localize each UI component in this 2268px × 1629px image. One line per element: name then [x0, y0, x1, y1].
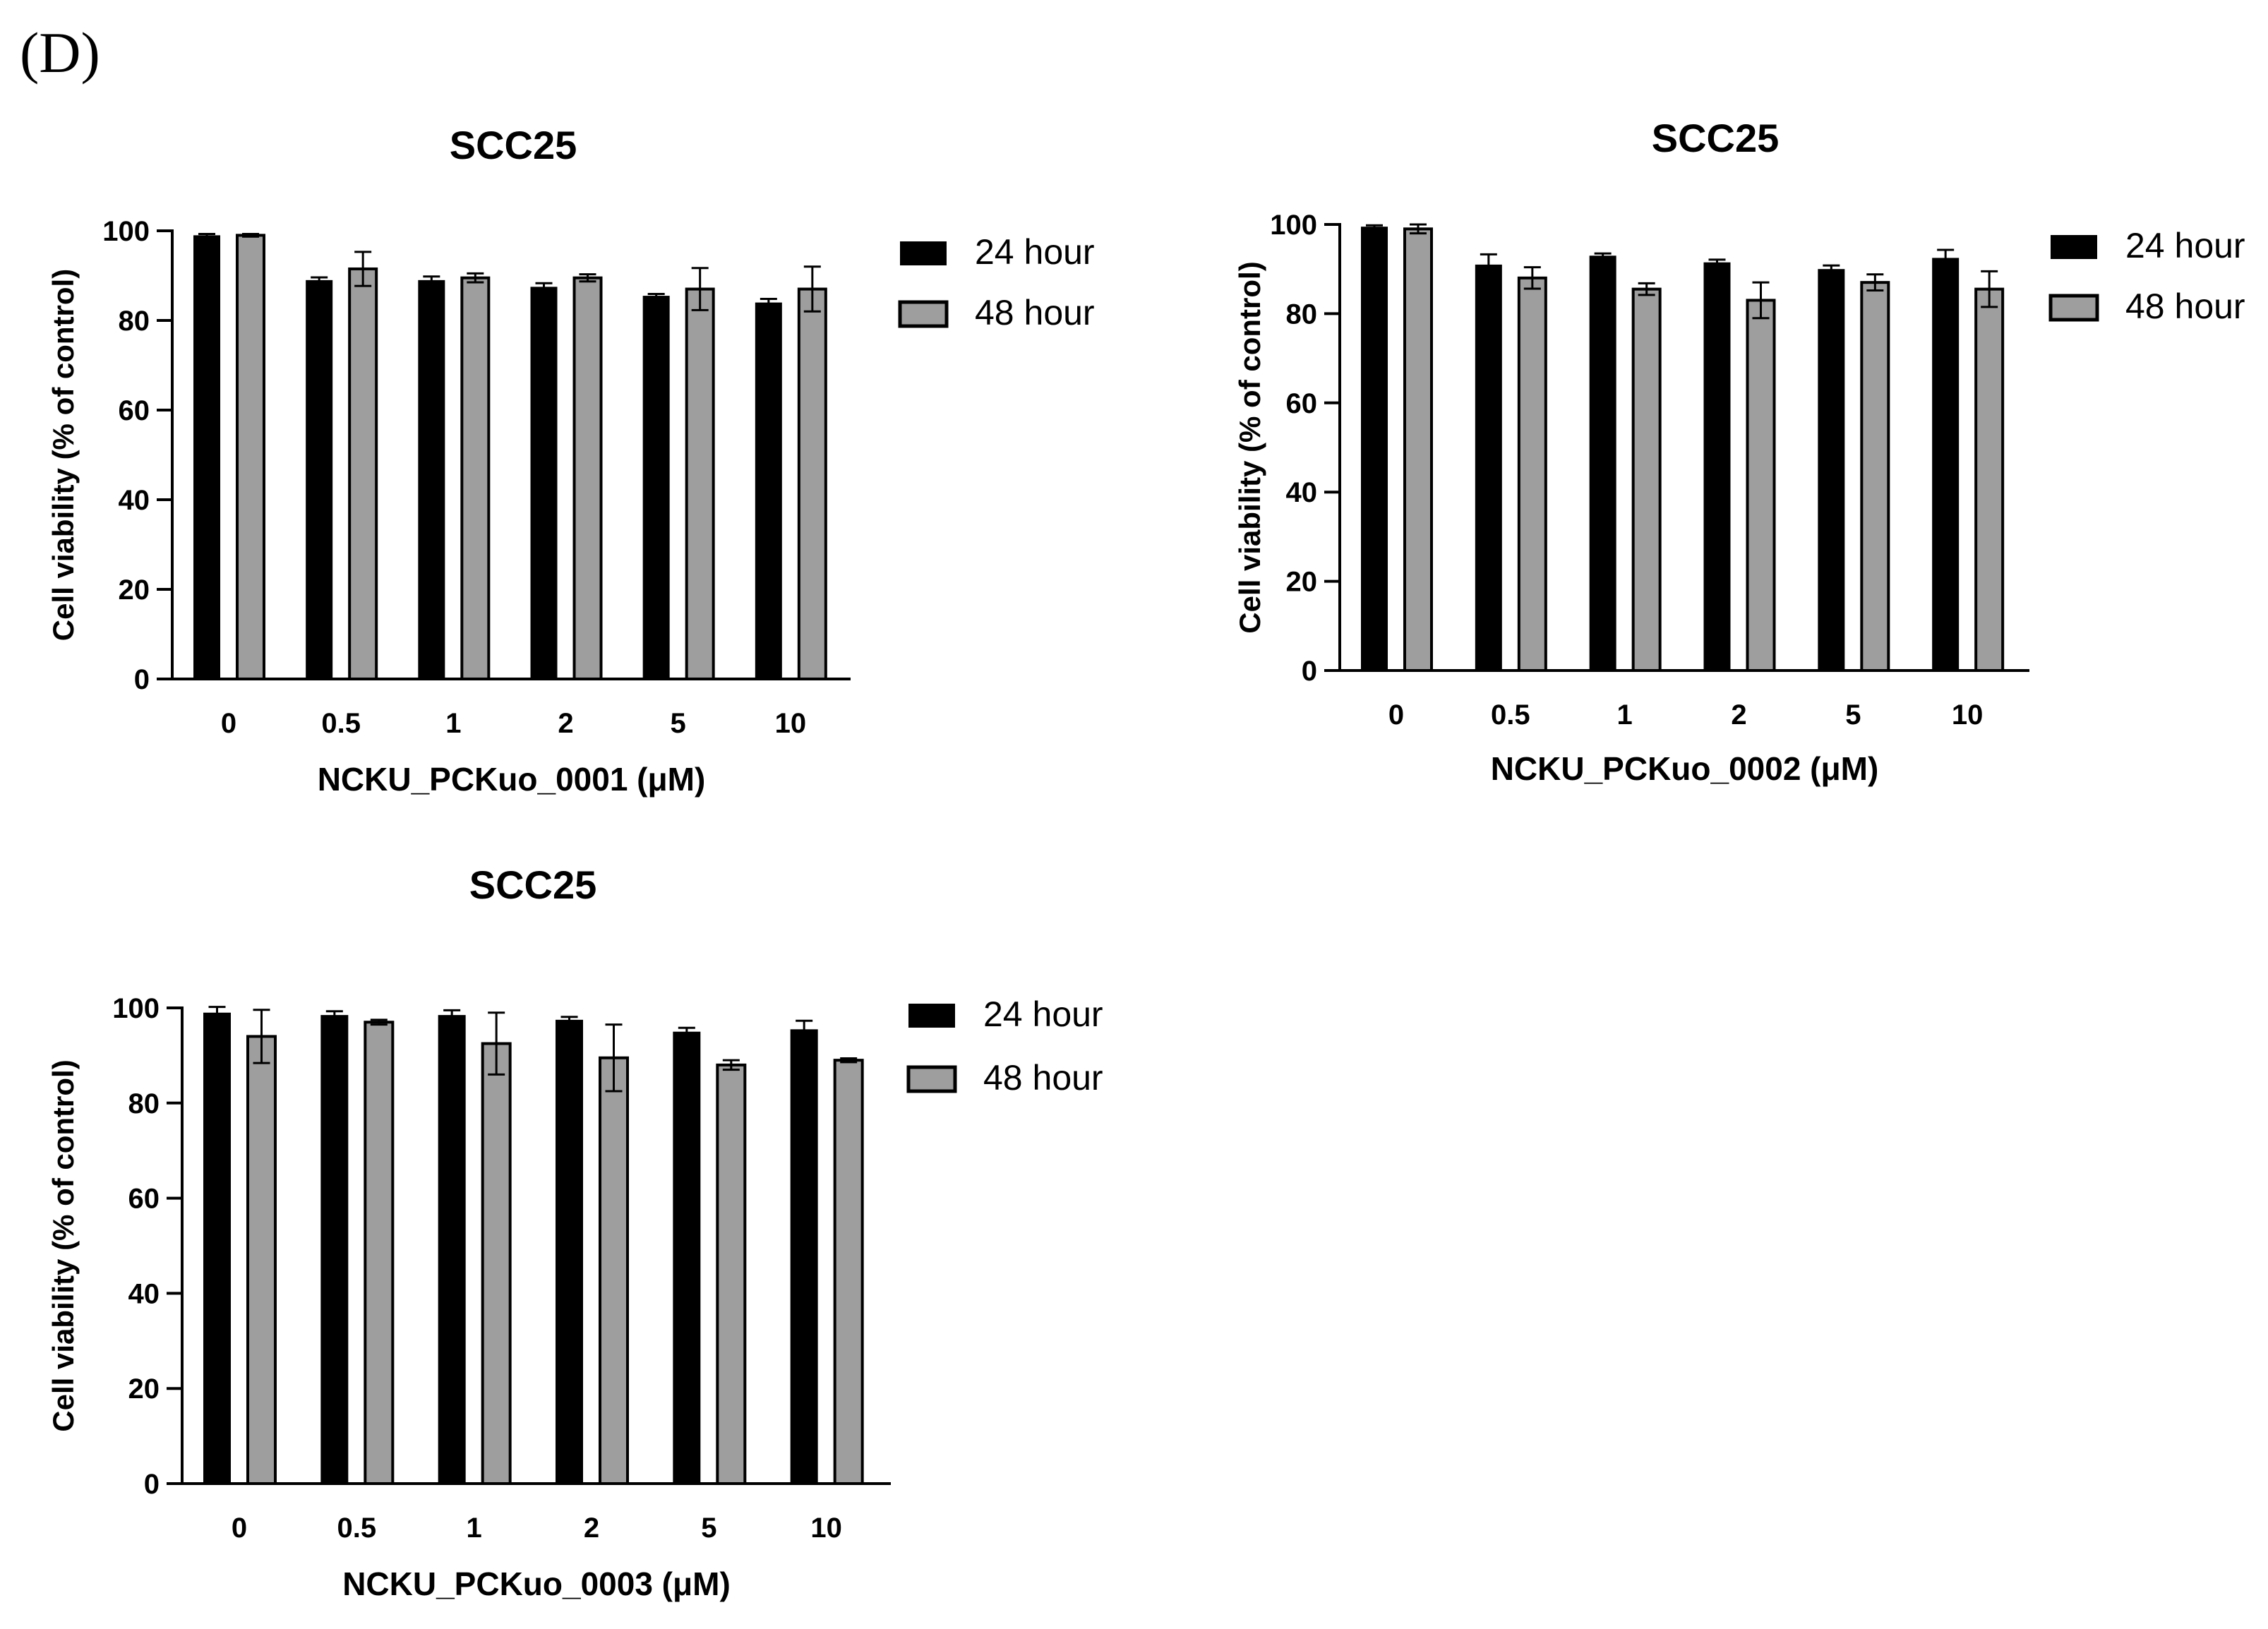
bar-48h-4: [685, 287, 715, 680]
y-tick-label: 60: [128, 1184, 160, 1215]
y-tick-label: 20: [128, 1373, 160, 1405]
bar-48h-0: [236, 234, 265, 681]
bar-24h-0: [193, 235, 220, 680]
bar-48h-5: [797, 287, 827, 680]
legend-label-48h: 48 hour: [975, 293, 1095, 332]
x-tick-label: 0.5: [321, 708, 361, 739]
y-tick-label: 0: [134, 664, 150, 695]
chart-title: SCC25: [469, 862, 597, 907]
bar-24h-5: [790, 1029, 818, 1484]
bar-24h-2: [1589, 256, 1616, 671]
x-tick-label: 0.5: [337, 1513, 377, 1544]
bar-48h-5: [1974, 287, 2005, 672]
bar-24h-3: [530, 287, 558, 679]
legend-label-24h: 24 hour: [2125, 226, 2245, 265]
y-tick-label: 100: [112, 993, 160, 1024]
x-tick-label: 10: [775, 708, 807, 739]
x-tick-label: 5: [1845, 699, 1861, 731]
y-tick-label: 20: [1286, 567, 1318, 598]
bar-48h-2: [460, 276, 491, 680]
x-tick-label: 1: [1617, 699, 1633, 731]
y-tick-label: 80: [128, 1088, 160, 1119]
x-axis-label: NCKU_PCKuo_0003 (μM): [342, 1565, 731, 1602]
bar-24h-5: [755, 302, 782, 680]
bar-24h-2: [438, 1015, 466, 1484]
legend-swatch-24h: [900, 241, 947, 265]
y-tick-label: 0: [1302, 656, 1317, 687]
bar-24h-1: [306, 279, 333, 680]
y-tick-label: 40: [119, 485, 150, 516]
legend-swatch-48h: [2048, 294, 2099, 322]
bar-48h-0: [246, 1035, 277, 1485]
bar-48h-0: [1403, 227, 1433, 672]
legend-swatch-24h: [908, 1004, 955, 1028]
x-axis-label: NCKU_PCKuo_0001 (μM): [318, 761, 706, 798]
x-tick-label: 5: [701, 1513, 716, 1544]
bar-48h-4: [1860, 281, 1890, 673]
y-axis-label: Cell viability (% of control): [47, 1059, 80, 1431]
bar-48h-3: [1746, 299, 1776, 672]
bar-48h-2: [481, 1042, 512, 1486]
legend-swatch-48h: [898, 300, 949, 328]
bar-48h-1: [364, 1021, 395, 1485]
bar-24h-0: [203, 1012, 231, 1484]
chart-title: SCC25: [450, 123, 577, 167]
x-tick-label: 0: [232, 1513, 247, 1544]
bar-48h-1: [348, 267, 378, 681]
y-tick-label: 40: [1286, 477, 1318, 508]
bar-24h-3: [1703, 262, 1731, 671]
y-tick-label: 0: [144, 1469, 160, 1500]
x-tick-label: 1: [467, 1513, 482, 1544]
x-tick-label: 10: [1952, 699, 1984, 731]
y-tick-label: 80: [1286, 299, 1318, 330]
x-tick-label: 2: [584, 1513, 599, 1544]
x-axis-label: NCKU_PCKuo_0002 (μM): [1491, 750, 1879, 787]
bar-48h-5: [833, 1059, 864, 1485]
x-tick-label: 5: [671, 708, 686, 739]
bar-24h-0: [1361, 227, 1388, 671]
bar-24h-2: [418, 279, 445, 680]
x-tick-label: 0: [221, 708, 236, 739]
bar-24h-4: [642, 296, 670, 679]
x-tick-label: 2: [558, 708, 573, 739]
x-tick-label: 10: [810, 1513, 842, 1544]
bar-24h-4: [673, 1031, 701, 1484]
bar-48h-3: [572, 276, 603, 680]
x-tick-label: 2: [1731, 699, 1746, 731]
bar-48h-4: [716, 1063, 747, 1485]
y-tick-label: 100: [1270, 210, 1317, 241]
legend-swatch-24h: [2051, 235, 2097, 259]
y-tick-label: 20: [119, 575, 150, 606]
y-tick-label: 60: [119, 395, 150, 426]
bar-24h-3: [556, 1019, 583, 1484]
y-axis-label: Cell viability (% of control): [1233, 261, 1266, 633]
chart-3: SCC25 0 20 40 60 80 100 0 0.5 1 2 5 10 NCKU_PCKuo_000…: [47, 862, 1103, 1602]
legend-swatch-48h: [906, 1065, 957, 1093]
legend-label-48h: 48 hour: [983, 1058, 1103, 1098]
x-tick-label: 0: [1388, 699, 1404, 731]
bar-48h-2: [1631, 287, 1662, 672]
y-tick-label: 100: [102, 216, 150, 247]
panel-label: (D): [20, 20, 100, 85]
chart-title: SCC25: [1652, 116, 1780, 160]
y-tick-label: 40: [128, 1278, 160, 1309]
legend-label-24h: 24 hour: [975, 232, 1095, 272]
bar-24h-1: [1475, 264, 1502, 671]
x-tick-label: 1: [445, 708, 461, 739]
bar-48h-1: [1517, 276, 1547, 672]
bar-24h-1: [320, 1015, 349, 1484]
bar-24h-4: [1818, 269, 1845, 671]
chart-2: SCC25 0 20 40 60 80 100 0 0.5 1 2 5 10 NCKU_PCKuo_000…: [1233, 116, 2245, 787]
chart-1: SCC25 0 20 40 60 80 100 0 0.5 1 2 5 10 NCKU_PCKuo_000…: [47, 123, 1095, 798]
bar-48h-3: [599, 1056, 629, 1485]
y-axis-label: Cell viability (% of control): [47, 269, 80, 641]
x-tick-label: 0.5: [1491, 699, 1530, 731]
y-tick-label: 80: [119, 306, 150, 337]
legend-label-24h: 24 hour: [983, 994, 1103, 1034]
y-tick-label: 60: [1286, 388, 1318, 419]
bar-24h-5: [1932, 258, 1960, 671]
legend-label-48h: 48 hour: [2125, 287, 2245, 326]
